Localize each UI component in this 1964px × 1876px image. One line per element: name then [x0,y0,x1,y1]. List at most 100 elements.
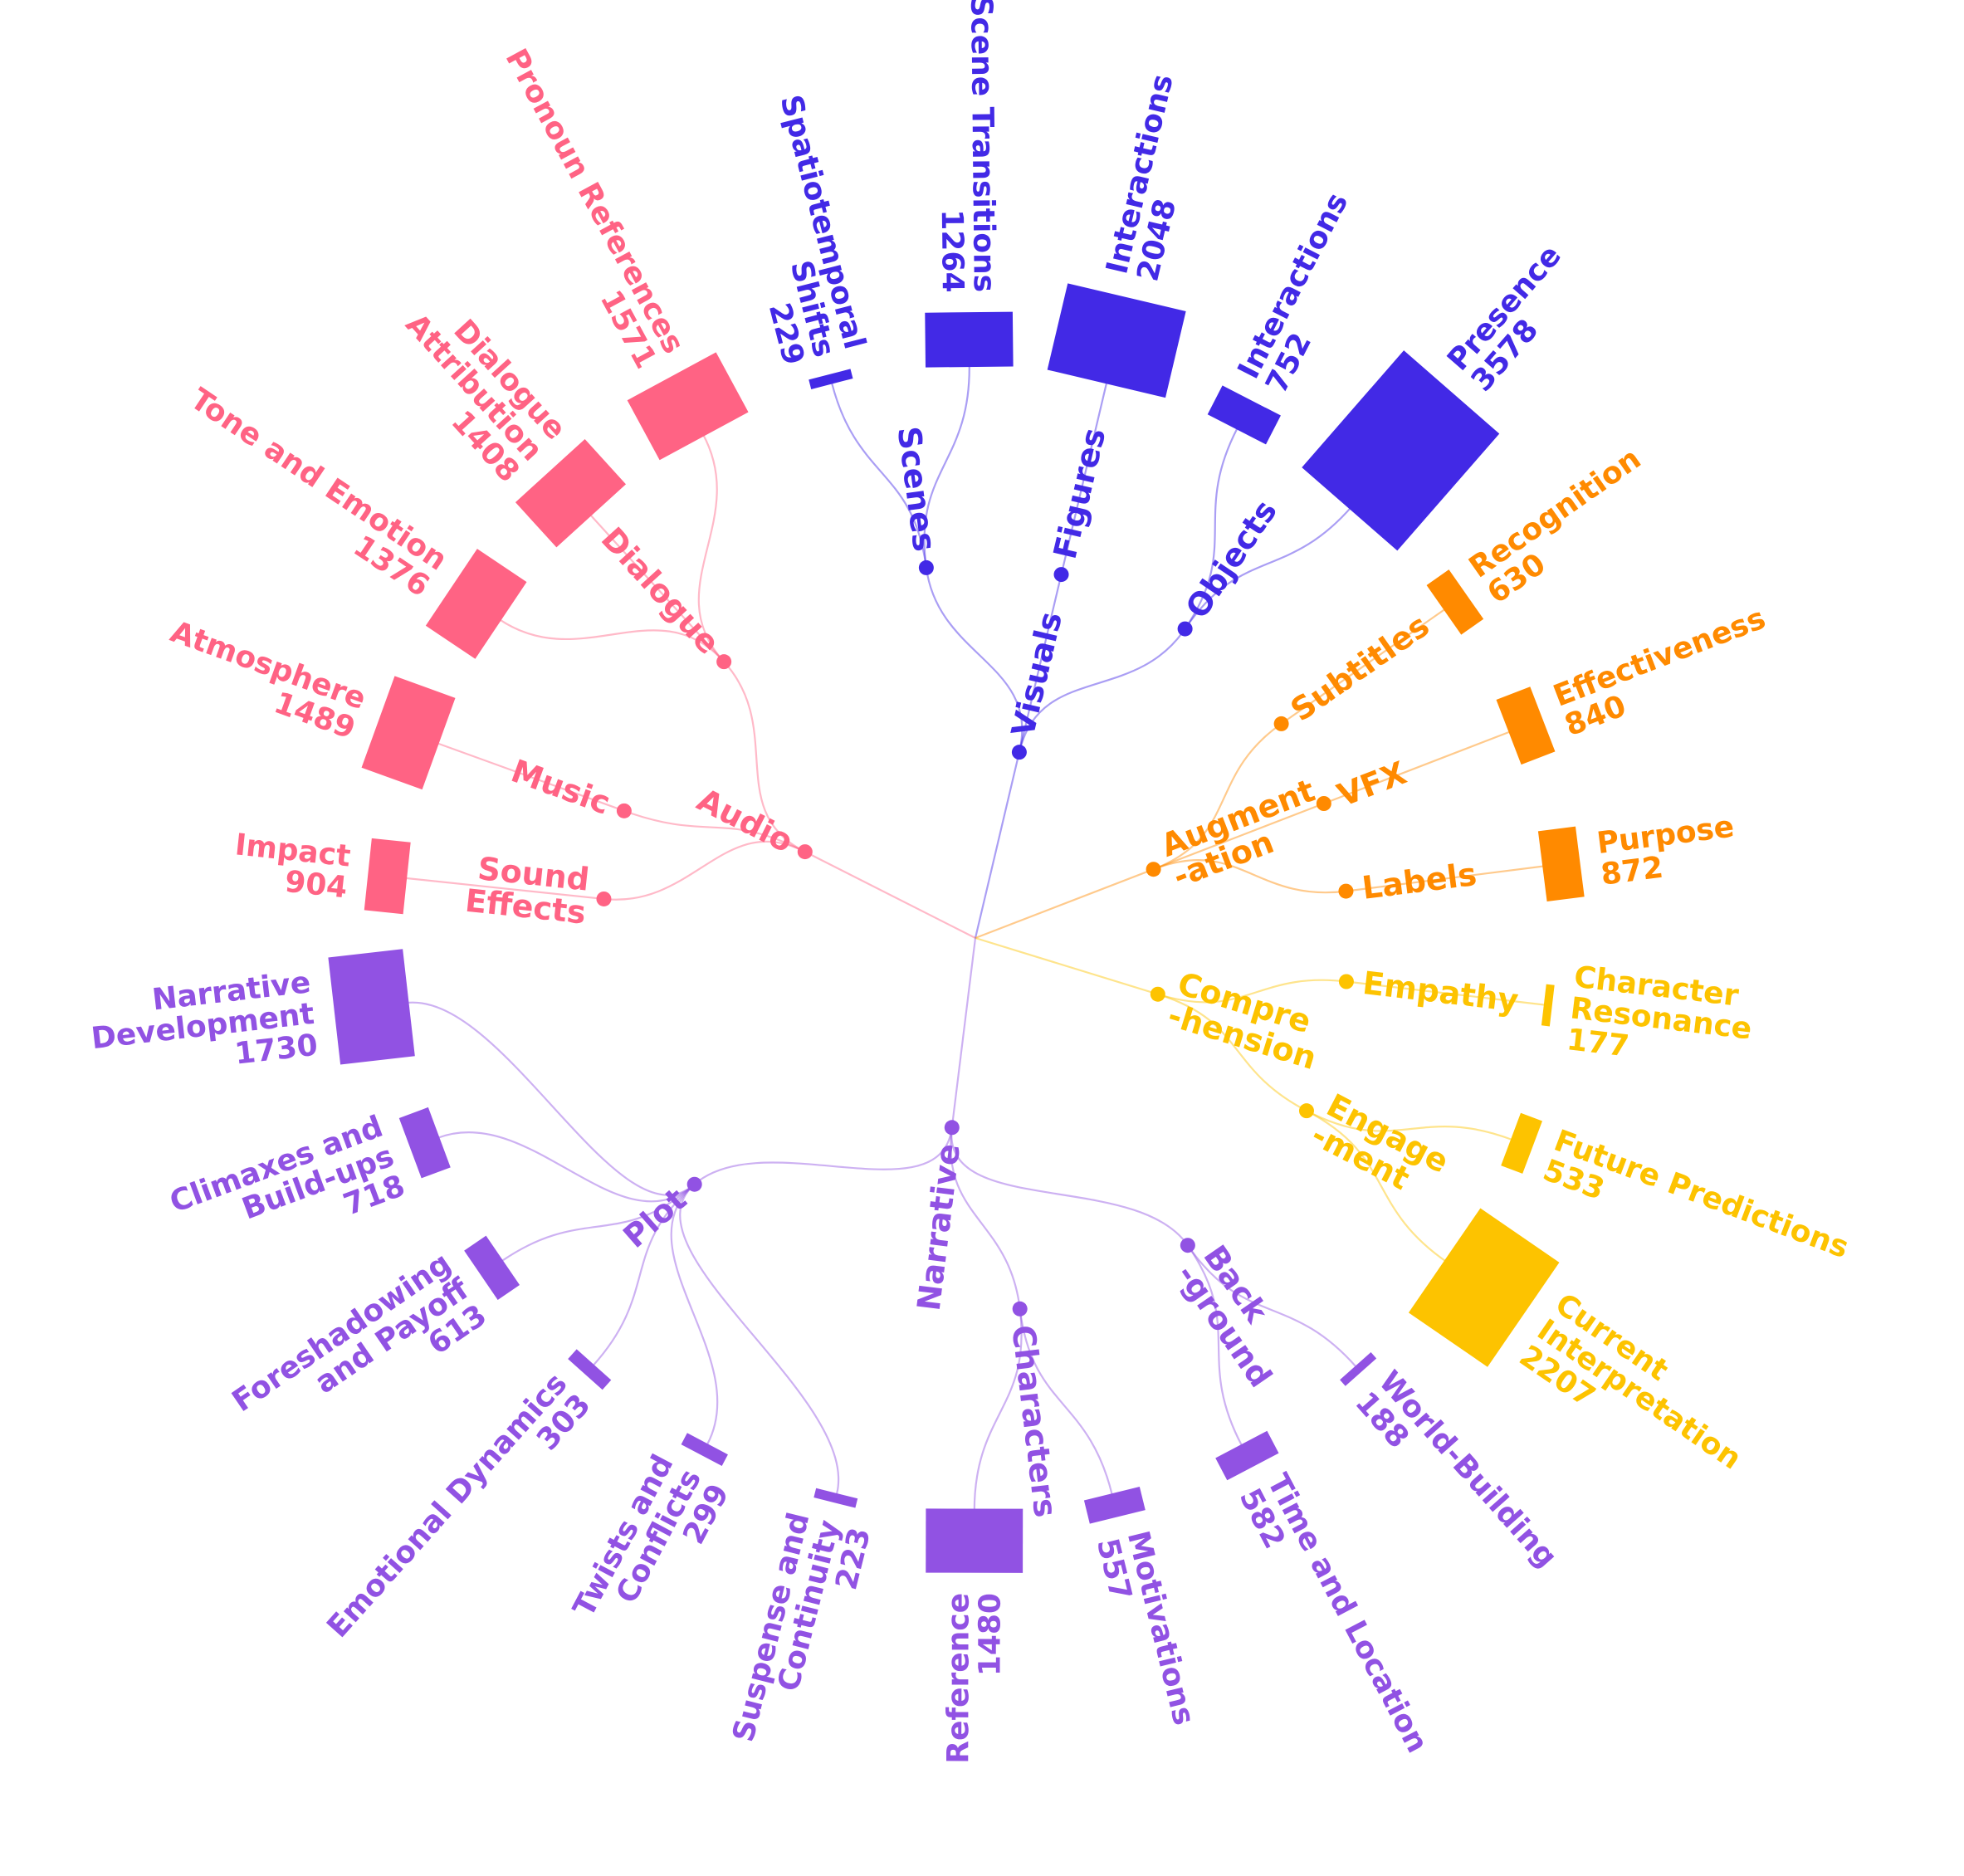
link-audio-dialogue [723,661,806,853]
leaf-label-purpose-0: Purpose872 [1595,810,1740,892]
leaf-label-scene-transitions-1: Scene Transitions1264 [932,0,1001,293]
node-dot-subtitles [1273,716,1289,731]
subgroup-label-sound-effects: SoundEffects [463,849,591,931]
group-label-audio: Audio [691,781,799,860]
link-characters-motivations-0 [1019,1308,1113,1495]
bar-suspense-and-continuity-0 [813,1488,858,1508]
link-empathy-character-resonance-0 [1346,980,1545,1006]
bar-emotional-dynamics-2 [568,1349,612,1390]
bar-scene-transitions-1 [925,311,1014,368]
bar-narrative-development-5 [328,949,415,1065]
link-plot-twists-and-conflicts-1 [670,1183,719,1445]
leaf-label-spatiotemporal-shifts-0: SpatiotemporalShifts229 [712,91,872,369]
node-dot-audio [797,844,813,860]
bar-interactions-0 [1047,283,1186,398]
group-label-augmentation: Augment-ation [1156,772,1331,895]
bar-effectiveness-0 [1496,686,1556,765]
link-music-atmosphere-0 [436,742,625,812]
link-comprehension-empathy [1157,979,1347,1004]
bar-tone-and-emotion-0 [425,549,527,659]
leaf-label-tone-and-emotion-0: Tone and Emotion1376 [167,382,453,603]
link-objects-interactions-0 [1184,427,1238,630]
bar-pronoun-references-2 [627,352,749,461]
link-characters-reference-1 [973,1308,1023,1512]
bar-presence-1 [1302,350,1500,551]
link-root-narrative [950,937,977,1128]
node-dot-visuals [1011,745,1027,760]
link-scenes-spatiotemporal-shifts-0 [831,383,927,569]
leaf-label-character-resonance-0: CharacterResonance177 [1565,960,1757,1078]
link-root-augmentation [975,868,1154,940]
subgroup-label-empathy: Empathy [1361,965,1520,1019]
node-dot-comprehension [1150,986,1165,1002]
node-dot-engagement [1298,1103,1314,1119]
node-dot-music [616,803,632,818]
link-objects-presence-1 [1184,506,1353,630]
link-root-comprehension [975,936,1159,995]
leaf-label-reference-1: Reference1480 [941,1593,1007,1764]
leaf-label-presence-1: Presence3578 [1441,239,1592,398]
node-dot-scenes [918,559,934,575]
link-sound-effects-impact-0 [405,877,604,901]
link-figures-interactions-0 [1060,380,1108,575]
bar-reference-1 [926,1508,1024,1573]
leaf-label-foreshadowing-and-payoff-3: Foreshadowingand Payoff613 [227,1246,494,1471]
subgroup-label-scenes: Scenes [891,424,943,554]
link-labels-purpose-0 [1346,865,1544,892]
bar-motivations-0 [1083,1487,1146,1524]
bar-dialogue-attribution-1 [515,438,627,548]
node-dot-figures [1053,567,1069,583]
bar-current-interpretation-1 [1408,1208,1560,1367]
subgroup-label-objects: Objects [1179,493,1284,624]
nodes-layer [596,559,1354,1317]
link-dialogue-dialogue-attribution-1 [589,513,725,662]
link-narrative-background [950,1127,1189,1246]
link-visuals-scenes [925,567,1024,753]
node-dot-plot [686,1176,702,1192]
link-engagement-current-interpretation-1 [1306,1110,1449,1263]
node-dot-background [1180,1238,1195,1253]
subgroup-label-dialogue: Dialogue [594,520,727,662]
node-dot-characters [1012,1301,1028,1317]
subgroup-label-figures: Figures [1047,424,1113,562]
node-dot-narrative [944,1120,960,1136]
leaf-label-dialogue-attribution-1: DialogueAttribution1408 [375,286,572,489]
link-plot-climaxes-and-build-ups-4 [437,1131,696,1203]
group-label-visuals: Visuals [1004,608,1069,740]
link-dialogue-pronoun-references-2 [697,433,725,662]
link-plot-emotional-dynamics-2 [593,1183,696,1366]
labels-layer: Audio SoundEffects Impact904 Music Atmospher… [86,0,1854,1764]
link-plot-narrative-development-5 [406,1001,696,1196]
leaf-label-interactions-0: Interactions752 [1232,188,1383,398]
link-root-visuals [974,751,1020,939]
subgroup-label-labels: Labels [1360,856,1478,906]
leaf-label-future-predictions-0: Future Predictions533 [1538,1124,1853,1295]
link-plot-foreshadowing-and-payoff-3 [501,1183,696,1262]
bar-climaxes-and-build-ups-4 [398,1107,451,1179]
leaf-label-twists-and-conflicts-1: Twists andConflicts299 [567,1449,736,1652]
links-layer [405,365,1545,1512]
node-dot-labels [1338,883,1354,899]
bar-character-resonance-0 [1541,984,1555,1027]
leaf-label-climaxes-and-build-ups-4: Climaxes andBuild-ups718 [165,1110,409,1279]
link-plot-suspense-and-continuity-0 [679,1183,840,1494]
bars-layer [328,283,1585,1573]
link-scenes-scene-transitions-1 [923,365,970,569]
leaf-label-pronoun-references-2: Pronoun References1571 [471,43,691,374]
bar-foreshadowing-and-payoff-3 [464,1235,520,1300]
link-engagement-future-predictions-0 [1306,1110,1512,1141]
link-dialogue-tone-and-emotion-0 [499,618,725,662]
leaf-label-effectiveness-0: Effectiveness840 [1549,601,1781,743]
leaf-label-world-building-0: World-Building188 [1348,1365,1563,1595]
subgroup-label-characters: Characters [1004,1323,1063,1519]
subgroup-label-vfx: VFX [1332,755,1411,814]
node-dot-augmentation [1146,862,1161,877]
link-visuals-figures [1018,574,1063,753]
node-dot-sound-effects [596,891,612,906]
bar-twists-and-conflicts-1 [681,1433,728,1467]
link-augmentation-labels [1153,859,1346,894]
link-comprehension-engagement [1157,993,1307,1112]
leaf-label-narrative-development-5: NarrativeDevelopment1730 [86,965,320,1087]
bar-recognition-0 [1426,569,1484,635]
subgroup-label-subtitles: Subtitles [1284,607,1436,728]
